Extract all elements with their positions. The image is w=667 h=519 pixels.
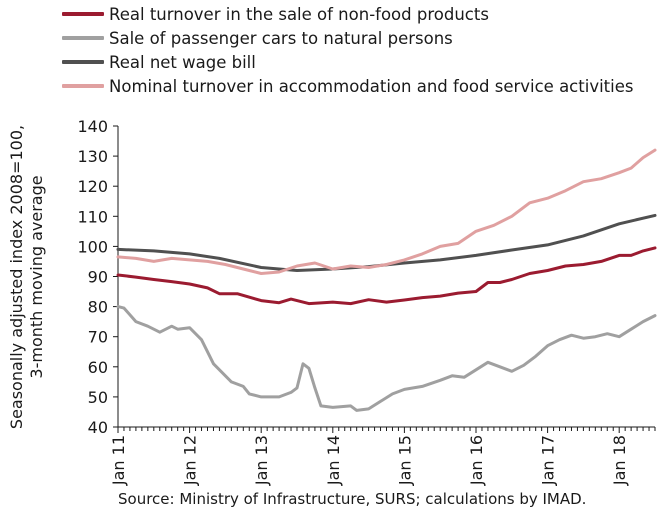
legend-swatch-passenger-cars — [62, 36, 104, 40]
legend-swatch-non-food-turnover — [62, 12, 104, 16]
y-tick-label: 100 — [77, 237, 108, 256]
x-tick-label: Jan 18 — [610, 435, 629, 486]
series-line-wage-bill — [116, 213, 657, 272]
series-line-accommodation-turnover — [116, 148, 657, 275]
legend-item: Real turnover in the sale of non-food pr… — [62, 2, 633, 26]
chart-axes: 40 50 60 70 80 90 100 110 120 130 140 Jan 11 Jan 12 J… — [77, 117, 656, 486]
y-tick-label: 90 — [88, 268, 108, 287]
x-tick-label: Jan 13 — [252, 435, 271, 486]
chart-legend: Real turnover in the sale of non-food pr… — [62, 2, 633, 98]
legend-swatch-accommodation-turnover — [62, 84, 104, 88]
x-tick-label: Jan 12 — [181, 435, 200, 486]
legend-swatch-wage-bill — [62, 60, 104, 64]
source-note: Source: Ministry of Infrastructure, SURS… — [118, 490, 587, 508]
series-line-passenger-cars — [116, 305, 657, 412]
y-tick-label: 50 — [88, 388, 108, 407]
y-tick-label: 80 — [88, 298, 108, 317]
legend-label-non-food-turnover: Real turnover in the sale of non-food pr… — [109, 4, 489, 24]
y-tick-label: 140 — [77, 117, 108, 136]
y-tick-label: 60 — [88, 358, 108, 377]
y-tick-label: 70 — [88, 328, 108, 347]
y-tick-label: 40 — [88, 418, 108, 437]
y-axis-label-line-1: Seasonally adjusted index 2008=100, — [7, 125, 26, 429]
y-tick-label: 130 — [77, 147, 108, 166]
x-tick-label: Jan 14 — [324, 435, 343, 486]
y-axis-label: Seasonally adjusted index 2008=100, 3-mo… — [7, 125, 46, 429]
x-tick-label: Jan 15 — [395, 435, 414, 486]
chart-lines — [116, 148, 657, 412]
y-axis-label-line-2: 3-month moving average — [27, 175, 46, 378]
x-tick-label: Jan 11 — [109, 435, 128, 486]
legend-item: Nominal turnover in accommodation and fo… — [62, 74, 633, 98]
legend-item: Sale of passenger cars to natural person… — [62, 26, 633, 50]
legend-label-wage-bill: Real net wage bill — [109, 52, 256, 72]
x-tick-label: Jan 17 — [539, 435, 558, 486]
x-tick-label: Jan 16 — [467, 435, 486, 486]
y-tick-label: 120 — [77, 177, 108, 196]
legend-item: Real net wage bill — [62, 50, 633, 74]
legend-label-passenger-cars: Sale of passenger cars to natural person… — [109, 28, 453, 48]
series-line-non-food-turnover — [116, 246, 657, 306]
y-tick-label: 110 — [77, 207, 108, 226]
legend-label-accommodation-turnover: Nominal turnover in accommodation and fo… — [109, 76, 634, 96]
